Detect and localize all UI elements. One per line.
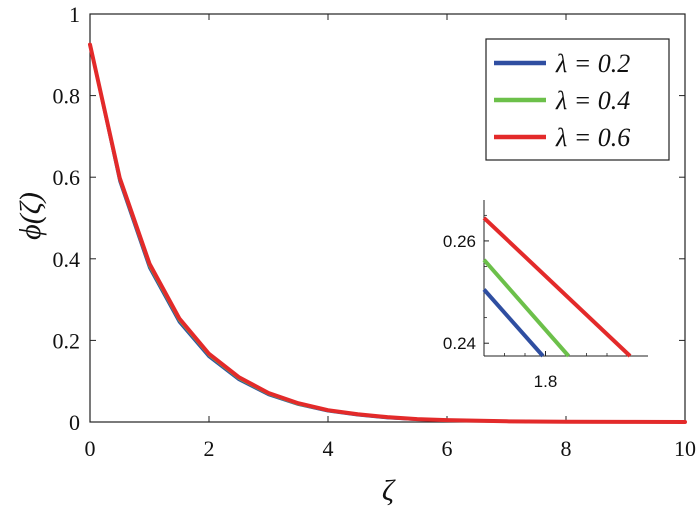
inset-series-line-2	[482, 258, 571, 358]
inset-y-tick-label: 0.24	[443, 334, 476, 353]
series-line-3	[88, 42, 687, 424]
main-ticks: 0 2 4 6 8 10 0 0.2 0.4 0.6 0.8 1	[53, 2, 697, 461]
y-axis-label: ϕ(ζ)	[14, 192, 47, 240]
x-tick-label: 4	[323, 436, 334, 461]
x-tick-label: 10	[674, 436, 696, 461]
x-tick-label: 8	[561, 436, 572, 461]
x-axis-label: ζ	[382, 474, 396, 507]
inset-series-line-1	[482, 288, 545, 358]
y-tick-label: 0.8	[53, 84, 81, 109]
main-series	[88, 42, 687, 424]
legend-label: λ = 0.6	[555, 123, 630, 152]
inset-series-line-3	[482, 216, 632, 358]
legend-label: λ = 0.4	[555, 86, 630, 115]
x-tick-label: 0	[85, 436, 96, 461]
legend: λ = 0.2 λ = 0.4 λ = 0.6	[485, 38, 670, 161]
inset-chart: 1.8 0.24 0.26	[443, 200, 648, 391]
inset-y-tick-label: 0.26	[443, 232, 476, 251]
y-tick-label: 0.2	[53, 328, 81, 353]
y-tick-label: 0.6	[53, 165, 81, 190]
x-tick-label: 6	[442, 436, 453, 461]
x-tick-label: 2	[204, 436, 215, 461]
legend-label: λ = 0.2	[555, 49, 630, 78]
y-tick-label: 0	[69, 410, 80, 435]
inset-x-tick-label: 1.8	[534, 372, 558, 391]
y-tick-label: 1	[69, 2, 80, 27]
y-tick-label: 0.4	[53, 247, 81, 272]
